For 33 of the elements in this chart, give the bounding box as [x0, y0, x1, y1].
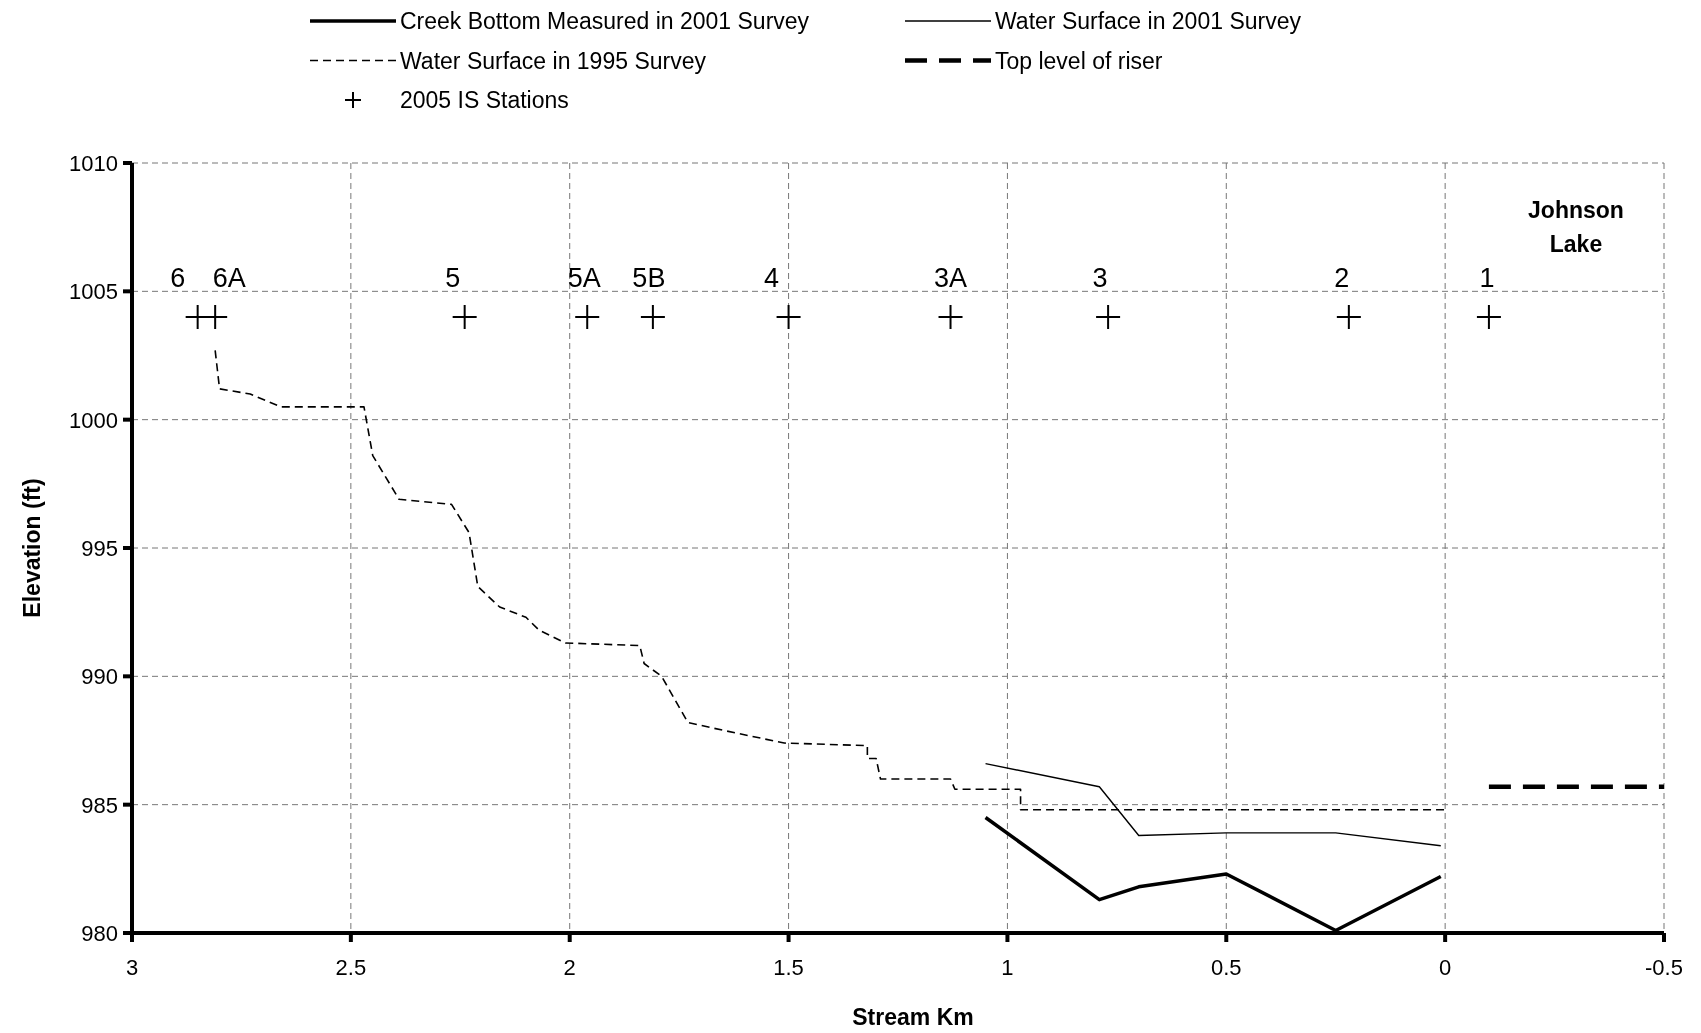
y-tick-label: 995	[81, 536, 118, 561]
annotation: 1	[1479, 263, 1495, 293]
annotation: 6A	[212, 263, 246, 293]
legend-label: Creek Bottom Measured in 2001 Survey	[400, 8, 810, 34]
legend-label: Top level of riser	[995, 47, 1163, 74]
x-tick-label: 0.5	[1210, 955, 1242, 980]
legend-label: 2005 IS Stations	[400, 87, 569, 113]
x-tick-label: 2.5	[335, 955, 367, 980]
annotation: 5	[445, 263, 461, 293]
x-tick-label: 0	[1439, 955, 1452, 980]
annotation: 5A	[567, 263, 601, 293]
x-tick-label: 1	[1001, 955, 1014, 980]
y-tick-label: 990	[81, 664, 118, 690]
annotation: 6	[170, 263, 186, 293]
y-tick-label: 980	[81, 921, 118, 946]
x-tick-label: 2	[563, 955, 576, 980]
annotation: 3A	[934, 263, 968, 293]
y-tick-label: 1005	[69, 279, 118, 305]
x-tick-label: 3	[125, 955, 139, 980]
annotation: Johnson Lake	[1528, 197, 1624, 257]
x-axis-title: Stream Km	[852, 1004, 974, 1030]
y-tick-label: 1010	[69, 151, 118, 176]
legend-label: Water Surface in 1995 Survey	[400, 47, 707, 74]
y-tick-label: 985	[81, 792, 118, 818]
annotation: 2	[1334, 263, 1350, 293]
legend-label: Water Surface in 2001 Survey	[995, 8, 1302, 34]
annotation: 5B	[632, 263, 666, 293]
y-tick-label: 1000	[69, 407, 118, 433]
x-tick-label: 1.5	[773, 955, 804, 980]
x-tick-label: -0.5	[1645, 955, 1683, 980]
annotation: 4	[764, 263, 780, 293]
annotation: 3	[1092, 263, 1108, 293]
y-axis-title: Elevation (ft)	[19, 478, 45, 618]
